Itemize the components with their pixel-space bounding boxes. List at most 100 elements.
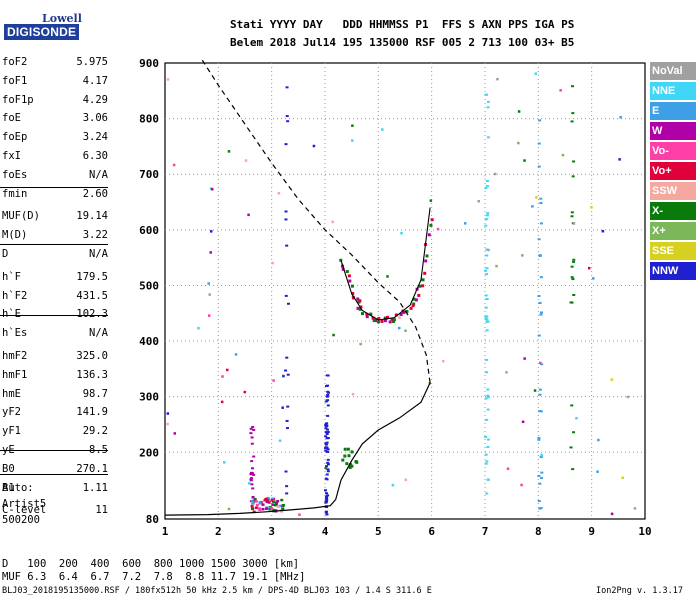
y-tick-label: 200 xyxy=(139,446,159,459)
echo-mark xyxy=(254,500,258,503)
echo-mark xyxy=(278,504,282,508)
param-label: hmE xyxy=(2,387,21,400)
echo-mark xyxy=(505,371,508,374)
echo-mark xyxy=(324,446,328,449)
echo-mark xyxy=(277,192,281,195)
echo-mark xyxy=(539,456,543,459)
echo-mark xyxy=(173,432,177,435)
profile-dashed-line xyxy=(201,59,431,383)
echo-mark xyxy=(326,399,330,402)
echo-mark xyxy=(268,508,272,511)
echo-mark xyxy=(539,197,543,200)
param-row: foE 3.06 xyxy=(2,112,108,131)
echo-mark xyxy=(326,458,330,461)
trace-point xyxy=(394,313,398,317)
echo-mark xyxy=(486,100,490,103)
trace-point xyxy=(345,270,349,274)
echo-mark xyxy=(257,507,261,510)
echo-mark xyxy=(197,326,200,330)
param-label: M(D) xyxy=(2,229,28,242)
param-value: 4.17 xyxy=(82,74,108,87)
echo-mark xyxy=(250,507,254,510)
distance-label: D xyxy=(2,558,9,570)
auto-code: 500200 xyxy=(2,514,40,526)
echo-mark xyxy=(286,373,290,376)
echo-mark xyxy=(538,301,542,304)
echo-mark xyxy=(271,261,274,265)
echo-mark xyxy=(272,500,276,504)
echo-mark xyxy=(484,269,488,272)
echo-mark xyxy=(326,384,330,387)
legend-item: Vo+ xyxy=(650,162,696,180)
echo-mark xyxy=(285,485,289,488)
echo-mark xyxy=(325,478,329,481)
echo-mark xyxy=(570,215,574,218)
echo-mark xyxy=(326,468,330,471)
echo-mark xyxy=(326,374,330,377)
distance-row: D 100 200 400 600 800 1000 1500 3000 [km… xyxy=(2,558,299,570)
echo-mark xyxy=(493,172,497,176)
param-label: yF2 xyxy=(2,406,21,419)
echo-mark xyxy=(324,495,328,498)
echo-mark xyxy=(569,446,573,449)
separator xyxy=(0,315,108,316)
echo-mark xyxy=(281,507,285,510)
param-row: B0 270.1 xyxy=(2,463,108,482)
echo-mark xyxy=(626,395,630,399)
param-row: yE 8.5 xyxy=(2,444,108,463)
echo-mark xyxy=(252,428,256,431)
param-label: B1 xyxy=(2,481,15,494)
legend-item: SSW xyxy=(650,182,696,200)
echo-mark xyxy=(250,436,254,439)
echo-mark xyxy=(596,470,599,473)
echo-mark xyxy=(285,86,289,89)
trace-point xyxy=(390,317,394,321)
echo-mark xyxy=(537,474,541,477)
param-value: 19.14 xyxy=(76,210,108,223)
legend-item: NoVal xyxy=(650,62,696,80)
echo-mark xyxy=(282,374,285,378)
trace-point xyxy=(347,274,351,278)
echo-mark xyxy=(537,500,541,503)
echo-mark xyxy=(247,213,250,217)
echo-mark xyxy=(270,499,274,502)
auto-artist: Artist5 xyxy=(2,498,47,510)
trace-point xyxy=(421,284,425,288)
profile-solid-line xyxy=(164,382,431,516)
trace-point xyxy=(351,292,355,296)
trace-point xyxy=(352,296,356,300)
param-row: foF2 5.975 xyxy=(2,56,108,75)
echo-mark xyxy=(633,507,637,510)
echo-mark xyxy=(537,438,541,441)
echo-mark xyxy=(252,473,256,476)
param-label: D xyxy=(2,247,9,260)
param-value: 179.5 xyxy=(76,270,108,283)
echo-mark xyxy=(506,467,510,471)
x-tick-label: 1 xyxy=(162,525,169,538)
echo-mark xyxy=(324,431,328,434)
param-value: N/A xyxy=(89,247,108,260)
echo-mark xyxy=(538,388,542,391)
echo-mark xyxy=(619,115,622,119)
echo-mark xyxy=(325,500,329,503)
muf-values: 6.3 6.4 6.7 7.2 7.8 8.8 11.7 19.1 [MHz] xyxy=(27,571,306,583)
echo-mark xyxy=(250,504,254,508)
logo-digisonde: DIGISONDE xyxy=(4,24,80,40)
param-value: 3.06 xyxy=(82,112,108,125)
echo-mark xyxy=(531,205,534,208)
plot-frame xyxy=(164,62,646,520)
trace-point xyxy=(348,279,352,283)
echo-mark xyxy=(324,492,328,495)
echo-mark xyxy=(284,369,288,372)
echo-mark xyxy=(484,294,488,297)
trace-point xyxy=(372,319,376,323)
echo-mark xyxy=(571,112,575,115)
footer-info: BLJ03_2018195135000.RSF / 180fx512h 50 k… xyxy=(2,586,432,596)
echo-mark xyxy=(244,159,248,162)
parameter-panel: foF2 5.975 foF1 4.17 foF1p 4.29 foE 3.06 foEp 3.2… xyxy=(2,56,108,523)
echo-mark xyxy=(559,89,562,92)
y-tick-label: 80 xyxy=(146,513,159,526)
trace-point xyxy=(427,233,431,237)
echo-mark xyxy=(227,507,231,511)
